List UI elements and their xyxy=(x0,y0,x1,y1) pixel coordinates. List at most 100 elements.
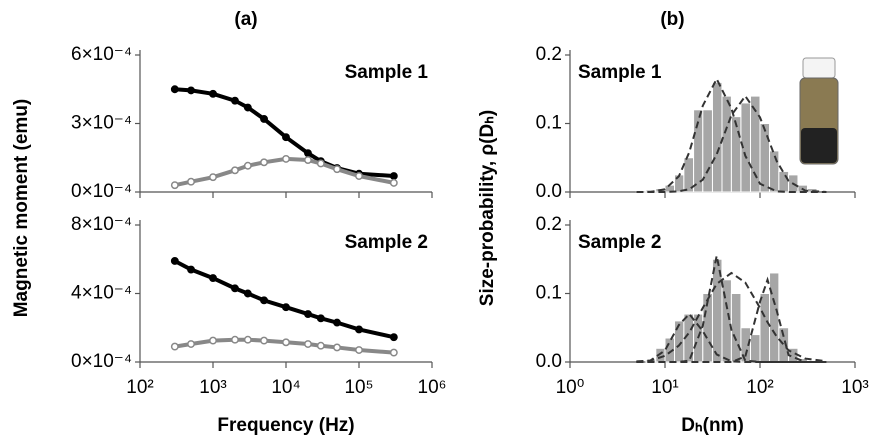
data-point xyxy=(209,173,217,182)
data-point xyxy=(243,103,252,112)
data-point xyxy=(333,343,341,352)
bar xyxy=(759,293,771,363)
data-point xyxy=(389,172,398,180)
annotation: Sample 2 xyxy=(345,232,428,253)
x-tick-label: 10² xyxy=(126,377,153,398)
data-point xyxy=(243,335,252,344)
bar xyxy=(730,293,742,363)
bar xyxy=(674,320,685,363)
data-point xyxy=(389,348,398,357)
vial-cap xyxy=(802,57,836,79)
y-tick-label: 0.2 xyxy=(536,44,562,65)
data-point xyxy=(282,303,290,312)
panel-title: (a) xyxy=(234,9,257,30)
data-point xyxy=(355,346,363,354)
data-point xyxy=(304,149,312,158)
y-axis-label: Size-probability, ρ(Dₕ) xyxy=(477,110,498,306)
data-point xyxy=(304,156,312,164)
series-line xyxy=(174,87,394,179)
data-point xyxy=(333,165,341,174)
panel: 0×10⁻⁴ 4×10⁻⁴ 8×10⁻⁴ 10² 10³ 10⁴ 10⁵ 10⁶ Frequen… xyxy=(71,214,446,436)
data-point xyxy=(304,340,312,348)
data-point xyxy=(187,177,195,186)
data-point xyxy=(355,172,363,180)
fit-curve xyxy=(636,276,827,363)
y-tick-label: 4×10⁻⁴ xyxy=(71,283,132,304)
data-point xyxy=(316,159,325,168)
data-point xyxy=(209,336,217,345)
data-point xyxy=(282,154,290,163)
y-tick-label: 6×10⁻⁴ xyxy=(71,44,132,65)
y-tick-label: 0.0 xyxy=(536,181,562,202)
x-tick-label: 10⁵ xyxy=(344,377,373,398)
y-tick-label: 0.0 xyxy=(536,351,562,372)
data-point xyxy=(260,296,268,305)
annotation: Sample 2 xyxy=(578,232,661,253)
x-tick-label: 10⁴ xyxy=(271,377,300,398)
data-point xyxy=(243,161,252,170)
x-tick-label: 10⁶ xyxy=(418,377,447,398)
panel: 0×10⁻⁴ 3×10⁻⁴ 6×10⁻⁴ (a) Magnetic moment (em… xyxy=(11,9,433,318)
data-point xyxy=(231,166,239,175)
vial-sediment xyxy=(801,128,837,163)
bar xyxy=(778,327,790,363)
bar xyxy=(702,109,713,193)
bar xyxy=(721,95,732,193)
y-tick-label: 8×10⁻⁴ xyxy=(71,214,132,235)
bar xyxy=(711,81,723,193)
panel-title: (b) xyxy=(660,9,684,30)
panel: 0.0 0.1 0.2 (b) Size-probability, ρ(Dₕ) Sampl… xyxy=(477,9,856,306)
data-point xyxy=(282,133,290,142)
data-point xyxy=(389,178,398,187)
data-point xyxy=(170,85,179,94)
data-point xyxy=(231,284,239,293)
bar xyxy=(759,123,771,193)
data-point xyxy=(260,336,268,345)
x-tick-label: 10⁰ xyxy=(556,377,585,398)
data-point xyxy=(304,310,312,318)
data-point xyxy=(187,340,195,348)
vial-inset xyxy=(799,57,839,165)
y-tick-label: 0.1 xyxy=(536,113,562,134)
y-tick-label: 0×10⁻⁴ xyxy=(71,181,132,202)
x-tick-label: 10³ xyxy=(199,377,226,398)
y-tick-label: 0×10⁻⁴ xyxy=(71,351,132,372)
data-point xyxy=(187,86,195,95)
annotation: Sample 1 xyxy=(578,62,662,83)
bar xyxy=(749,334,761,363)
data-point xyxy=(316,314,325,323)
data-point xyxy=(316,341,325,350)
data-point xyxy=(389,333,398,342)
y-tick-label: 3×10⁻⁴ xyxy=(71,113,132,134)
fit-curve xyxy=(636,271,827,363)
series-line xyxy=(173,259,395,340)
data-point xyxy=(282,338,290,347)
panel: 0.0 0.1 0.2 10⁰ 10¹ 10² 10³ Dₕ(nm) Sample 2 xyxy=(536,214,869,436)
fit-curve xyxy=(636,76,827,193)
data-point xyxy=(170,342,179,351)
data-point xyxy=(187,265,195,274)
bar xyxy=(730,116,742,193)
bar xyxy=(674,174,685,193)
y-tick-label: 0.2 xyxy=(536,214,562,235)
x-tick-label: 10¹ xyxy=(651,377,678,398)
y-axis-label: Magnetic moment (emu) xyxy=(11,99,32,318)
data-point xyxy=(209,89,217,98)
data-point xyxy=(355,325,363,334)
x-tick-label: 10³ xyxy=(841,377,868,398)
data-point xyxy=(260,114,268,123)
data-point xyxy=(231,335,239,344)
annotation: Sample 1 xyxy=(345,62,429,83)
x-axis-label: Dₕ(nm) xyxy=(681,415,744,436)
data-point xyxy=(260,158,268,167)
data-point xyxy=(333,318,341,327)
data-point xyxy=(209,274,217,283)
x-axis-label: Frequency (Hz) xyxy=(217,415,354,436)
fit-curve xyxy=(636,94,827,193)
data-point xyxy=(170,257,179,265)
data-point xyxy=(231,96,239,105)
bar xyxy=(778,170,790,193)
data-point xyxy=(170,181,179,190)
bar xyxy=(769,272,780,363)
